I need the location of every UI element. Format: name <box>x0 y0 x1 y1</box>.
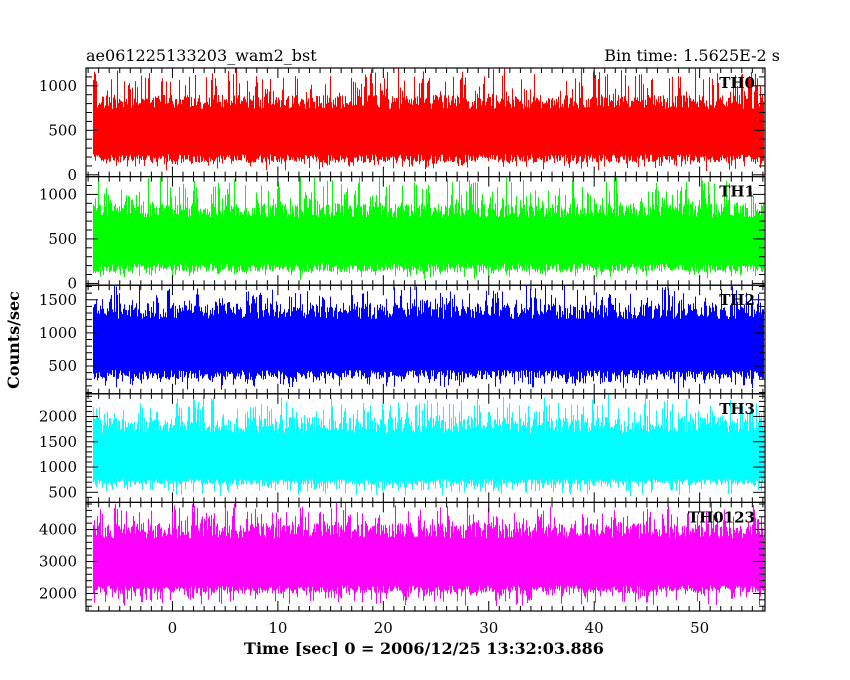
series-th0 <box>92 68 765 171</box>
y-tick-label: 1000 <box>39 185 77 203</box>
series-th1 <box>92 176 765 280</box>
panel-label-th0: TH0 <box>719 74 755 92</box>
x-tick-label: 10 <box>268 619 287 637</box>
panel-label-th3: TH3 <box>719 400 755 418</box>
panel-th0: 0 500 1000 TH0 <box>39 67 766 184</box>
bin-time-label: Bin time: 1.5625E-2 s <box>604 46 780 65</box>
x-tick-label: 20 <box>374 619 393 637</box>
series-th3 <box>92 393 765 496</box>
y-tick-label: 4000 <box>39 521 77 539</box>
panel-label-th2: TH2 <box>719 291 755 309</box>
panel-th0123: 2000 3000 4000 TH0123 <box>39 501 766 612</box>
y-tick-label: 500 <box>48 121 77 139</box>
y-tick-label: 0 <box>67 274 77 292</box>
y-tick-label: 3000 <box>39 552 77 570</box>
panel-label-th0123: TH0123 <box>688 508 755 526</box>
x-tick-label: 40 <box>585 619 604 637</box>
x-tick-label: 0 <box>168 619 178 637</box>
series-th2 <box>92 285 765 390</box>
y-tick-label: 1000 <box>39 77 77 95</box>
y-tick-label: 500 <box>48 357 77 375</box>
y-tick-label: 2000 <box>39 584 77 602</box>
panel-label-th1: TH1 <box>719 183 755 201</box>
x-axis-title: Time [sec] 0 = 2006/12/25 13:32:03.886 <box>244 639 604 658</box>
x-tick-label: 30 <box>479 619 498 637</box>
series-th0123 <box>92 502 765 606</box>
y-tick-label: 2000 <box>39 408 77 426</box>
panel-th3: 500 1000 1500 2000 TH3 <box>39 393 766 503</box>
panel-th2: 500 1000 1500 TH2 <box>39 284 766 395</box>
y-tick-label: 1000 <box>39 458 77 476</box>
y-tick-label: 1500 <box>39 433 77 451</box>
panel-th1: 0 500 1000 TH1 <box>39 176 766 292</box>
y-tick-label: 500 <box>48 230 77 248</box>
x-tick-label: 50 <box>690 619 709 637</box>
y-axis-title: Counts/sec <box>4 291 23 389</box>
figure-title: ae061225133203_wam2_bst <box>86 46 317 65</box>
y-tick-label: 500 <box>48 483 77 501</box>
y-tick-label: 1500 <box>39 291 77 309</box>
y-tick-label: 0 <box>67 166 77 184</box>
y-tick-label: 1000 <box>39 324 77 342</box>
